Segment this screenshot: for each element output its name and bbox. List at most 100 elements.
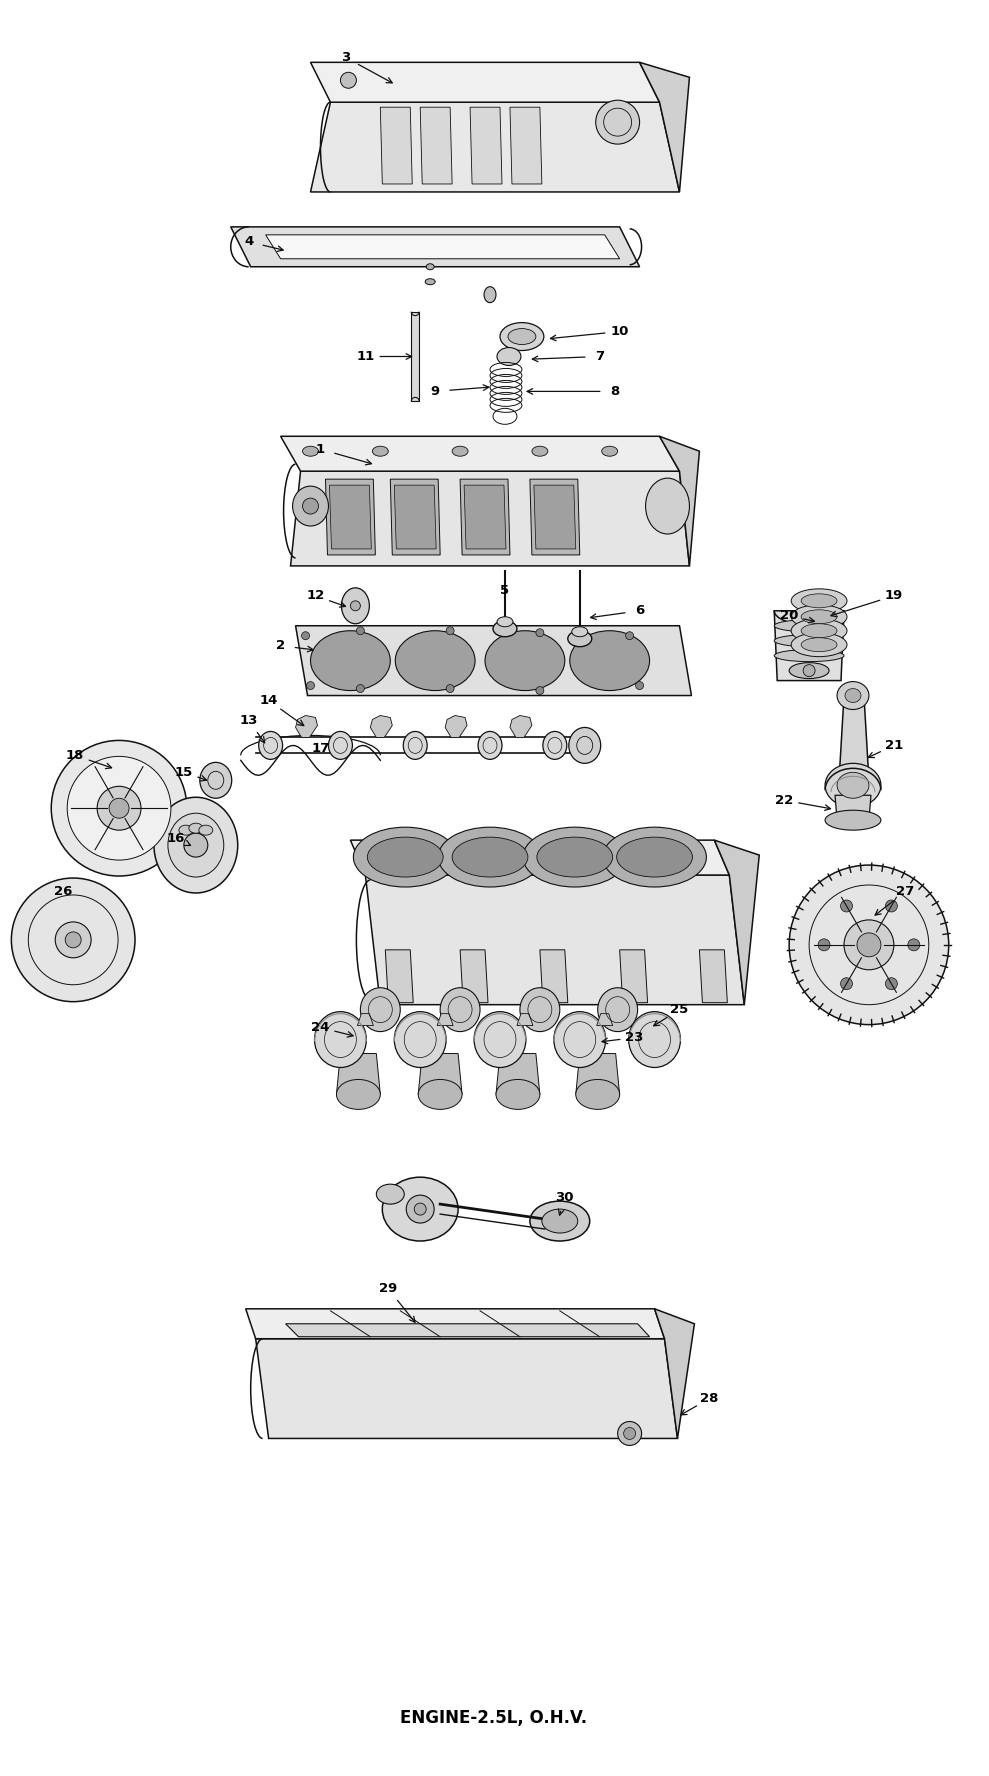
Ellipse shape <box>478 732 502 760</box>
Circle shape <box>302 632 310 639</box>
Text: 24: 24 <box>312 1021 329 1034</box>
Ellipse shape <box>801 593 837 607</box>
Ellipse shape <box>353 828 457 886</box>
Text: 25: 25 <box>671 1003 688 1016</box>
Text: 23: 23 <box>625 1032 644 1044</box>
Circle shape <box>65 932 81 948</box>
Circle shape <box>109 797 129 819</box>
Ellipse shape <box>537 836 612 877</box>
Text: 27: 27 <box>896 886 914 899</box>
Polygon shape <box>460 480 510 554</box>
Ellipse shape <box>543 732 567 760</box>
Polygon shape <box>329 485 371 549</box>
Ellipse shape <box>485 630 565 691</box>
Polygon shape <box>576 1053 620 1094</box>
Circle shape <box>406 1195 434 1224</box>
Ellipse shape <box>617 836 692 877</box>
Text: 9: 9 <box>430 385 440 398</box>
Circle shape <box>789 865 948 1025</box>
Circle shape <box>844 920 894 970</box>
Polygon shape <box>395 485 436 549</box>
Polygon shape <box>596 1014 612 1025</box>
Polygon shape <box>311 62 660 103</box>
Ellipse shape <box>315 1012 366 1067</box>
Polygon shape <box>620 950 648 1003</box>
Text: 11: 11 <box>356 350 375 362</box>
Ellipse shape <box>154 797 237 893</box>
Circle shape <box>536 687 544 694</box>
Ellipse shape <box>404 732 427 760</box>
Ellipse shape <box>360 987 401 1032</box>
Ellipse shape <box>542 1209 578 1233</box>
Polygon shape <box>370 716 393 737</box>
Ellipse shape <box>597 987 638 1032</box>
Ellipse shape <box>497 348 521 366</box>
Polygon shape <box>517 1014 533 1025</box>
Ellipse shape <box>825 764 881 808</box>
Ellipse shape <box>372 446 389 456</box>
Polygon shape <box>286 1323 650 1337</box>
Text: 2: 2 <box>276 639 285 652</box>
Text: 17: 17 <box>312 742 329 755</box>
Ellipse shape <box>629 1012 680 1067</box>
Ellipse shape <box>774 634 844 646</box>
Polygon shape <box>325 480 376 554</box>
Text: 30: 30 <box>556 1190 574 1204</box>
Polygon shape <box>445 716 467 737</box>
Polygon shape <box>336 1053 381 1094</box>
Circle shape <box>908 940 920 950</box>
Circle shape <box>356 627 364 634</box>
Circle shape <box>841 979 853 989</box>
Ellipse shape <box>801 609 837 623</box>
Polygon shape <box>460 950 488 1003</box>
Ellipse shape <box>293 487 328 526</box>
Polygon shape <box>365 876 745 1005</box>
Ellipse shape <box>825 810 881 829</box>
Text: 7: 7 <box>595 350 604 362</box>
Circle shape <box>818 940 830 950</box>
Circle shape <box>885 900 897 911</box>
Ellipse shape <box>774 620 844 632</box>
Ellipse shape <box>500 323 544 350</box>
Polygon shape <box>350 840 729 876</box>
Ellipse shape <box>523 828 627 886</box>
Polygon shape <box>266 234 620 259</box>
Ellipse shape <box>646 478 689 535</box>
Polygon shape <box>245 1309 665 1339</box>
Circle shape <box>636 682 644 689</box>
Polygon shape <box>281 437 679 471</box>
Text: 20: 20 <box>780 609 798 622</box>
Ellipse shape <box>168 813 224 877</box>
Ellipse shape <box>508 329 536 345</box>
Polygon shape <box>418 1053 462 1094</box>
Polygon shape <box>496 1053 540 1094</box>
Circle shape <box>446 684 454 693</box>
Ellipse shape <box>568 630 591 646</box>
Polygon shape <box>420 107 452 185</box>
Ellipse shape <box>791 632 847 657</box>
Ellipse shape <box>311 630 391 691</box>
Text: 18: 18 <box>66 749 84 762</box>
Circle shape <box>51 741 187 876</box>
Circle shape <box>803 664 815 677</box>
Text: 4: 4 <box>244 236 253 249</box>
Ellipse shape <box>602 828 706 886</box>
Polygon shape <box>391 480 440 554</box>
Circle shape <box>184 833 208 858</box>
Ellipse shape <box>426 265 434 270</box>
Polygon shape <box>381 107 412 185</box>
Circle shape <box>340 73 356 89</box>
Text: 8: 8 <box>610 385 619 398</box>
Circle shape <box>307 682 315 689</box>
Polygon shape <box>291 471 689 567</box>
Ellipse shape <box>837 682 869 709</box>
Polygon shape <box>640 62 689 192</box>
Text: 26: 26 <box>54 886 72 899</box>
Polygon shape <box>464 485 506 549</box>
Ellipse shape <box>383 1177 458 1241</box>
Ellipse shape <box>791 606 847 629</box>
Ellipse shape <box>530 1201 589 1241</box>
Text: 3: 3 <box>341 52 350 64</box>
Circle shape <box>414 1202 426 1215</box>
Circle shape <box>857 932 881 957</box>
